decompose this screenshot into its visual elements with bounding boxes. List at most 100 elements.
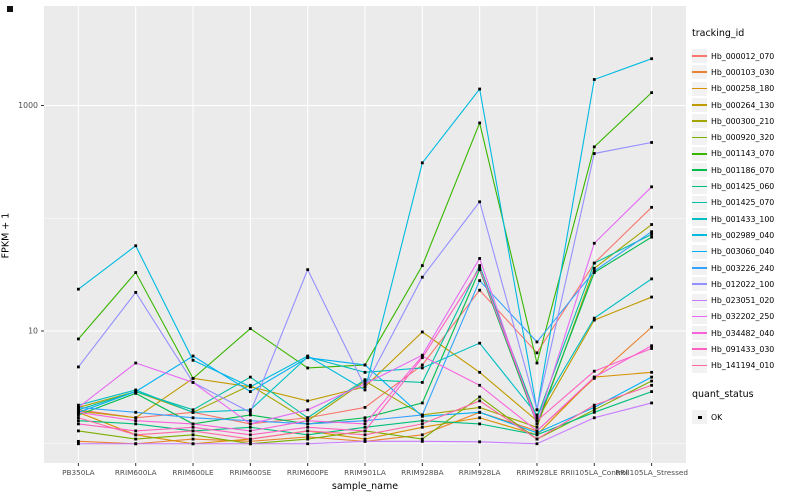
data-point bbox=[420, 363, 424, 367]
legend-key-swatch bbox=[692, 293, 707, 308]
data-point bbox=[76, 416, 80, 420]
data-point bbox=[650, 91, 654, 95]
data-point bbox=[306, 419, 310, 423]
data-point bbox=[650, 57, 654, 61]
data-point bbox=[420, 422, 424, 426]
data-point bbox=[592, 269, 596, 273]
data-point bbox=[478, 257, 482, 260]
legend-key-swatch bbox=[692, 358, 707, 373]
data-point bbox=[478, 440, 482, 444]
data-point bbox=[76, 365, 80, 369]
data-point bbox=[592, 261, 596, 265]
data-point bbox=[650, 344, 654, 348]
legend-key-swatch bbox=[692, 195, 707, 210]
x-tick-label: RRIM600LA bbox=[115, 468, 157, 477]
data-point bbox=[306, 268, 310, 272]
data-point bbox=[420, 425, 424, 429]
data-point bbox=[191, 442, 195, 446]
data-point bbox=[650, 295, 654, 299]
data-point bbox=[592, 316, 596, 320]
data-point bbox=[76, 413, 80, 417]
data-point bbox=[535, 361, 539, 365]
legend-item-label: Hb_003226_240 bbox=[711, 263, 775, 273]
data-point bbox=[191, 416, 195, 420]
legend-key-swatch bbox=[692, 326, 707, 341]
data-point bbox=[478, 200, 482, 204]
legend-item-Hb_034482_040: Hb_034482_040 bbox=[692, 325, 798, 341]
data-point bbox=[134, 429, 138, 433]
data-point bbox=[535, 442, 539, 446]
data-point bbox=[76, 422, 80, 426]
legend-item-label: Hb_000103_030 bbox=[711, 67, 775, 77]
legend-item-label: Hb_023051_020 bbox=[711, 296, 775, 306]
data-point bbox=[134, 290, 138, 294]
data-point bbox=[650, 232, 654, 236]
legend-item-label: Hb_001425_070 bbox=[711, 198, 775, 208]
data-point bbox=[134, 391, 138, 395]
legend-item-Hb_000920_320: Hb_000920_320 bbox=[692, 129, 798, 145]
data-point bbox=[478, 416, 482, 420]
legend-item-Hb_000103_030: Hb_000103_030 bbox=[692, 64, 798, 80]
data-point bbox=[306, 354, 310, 358]
data-point bbox=[76, 429, 80, 433]
data-point bbox=[363, 378, 367, 382]
data-point bbox=[363, 363, 367, 367]
x-tick-label: RRII105LA_Control bbox=[560, 468, 628, 477]
data-point bbox=[248, 425, 252, 429]
data-point bbox=[76, 408, 80, 412]
data-point bbox=[478, 121, 482, 125]
data-point bbox=[363, 370, 367, 374]
x-tick-label: RRIM928LE bbox=[516, 468, 558, 477]
data-point bbox=[306, 437, 310, 441]
legend: tracking_id Hb_000012_070 Hb_000103_030 Hb… bbox=[692, 28, 798, 425]
legend-item-label: Hb_032202_250 bbox=[711, 312, 775, 322]
data-point bbox=[134, 416, 138, 420]
legend-key-line-icon bbox=[692, 315, 707, 318]
data-point bbox=[650, 141, 654, 144]
data-point bbox=[592, 152, 596, 155]
legend-key-swatch bbox=[692, 130, 707, 145]
x-tick-label: PB350LA bbox=[62, 468, 95, 477]
data-point bbox=[191, 437, 195, 441]
data-point bbox=[76, 406, 80, 409]
data-point bbox=[76, 287, 80, 291]
data-point bbox=[248, 390, 252, 394]
data-point bbox=[478, 406, 482, 409]
x-tick-label: RRIM928LA bbox=[459, 468, 501, 477]
data-point bbox=[592, 410, 596, 414]
legend-key-swatch bbox=[692, 81, 707, 96]
y-tick-label: 1000 bbox=[18, 101, 38, 110]
data-point bbox=[478, 87, 482, 91]
data-point bbox=[478, 279, 482, 282]
data-point bbox=[478, 399, 482, 403]
data-point bbox=[592, 408, 596, 412]
data-point bbox=[134, 410, 138, 414]
square-point-icon bbox=[698, 415, 702, 420]
data-point bbox=[420, 413, 424, 417]
legend-key-swatch bbox=[692, 114, 707, 129]
legend-key-line-icon bbox=[692, 283, 707, 285]
data-point bbox=[134, 433, 138, 437]
data-point bbox=[592, 406, 596, 409]
data-point bbox=[191, 422, 195, 426]
legend-item-Hb_001143_070: Hb_001143_070 bbox=[692, 146, 798, 162]
data-point bbox=[592, 271, 596, 274]
legend-item-ok: OK bbox=[692, 409, 798, 425]
data-point bbox=[248, 419, 252, 423]
data-point bbox=[592, 416, 596, 420]
data-point bbox=[134, 442, 138, 446]
data-point bbox=[363, 419, 367, 423]
legend-key-line-icon bbox=[692, 169, 707, 171]
data-point bbox=[535, 425, 539, 429]
data-point bbox=[420, 433, 424, 437]
data-point bbox=[420, 161, 424, 165]
legend-item-label: Hb_000258_180 bbox=[711, 84, 775, 94]
data-point bbox=[420, 381, 424, 384]
data-point bbox=[134, 244, 138, 248]
x-tick-label: RRIM600LE bbox=[172, 468, 214, 477]
data-point bbox=[134, 437, 138, 441]
data-point bbox=[76, 337, 80, 341]
legend-key-swatch bbox=[692, 244, 707, 259]
legend-key-swatch bbox=[692, 342, 707, 357]
data-point bbox=[650, 390, 654, 394]
